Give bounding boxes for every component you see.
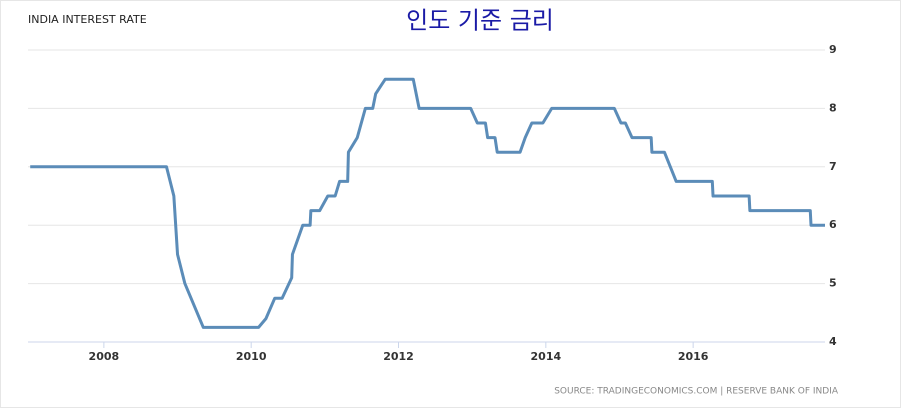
y-tick-label: 6 [829, 218, 837, 231]
x-tick-label: 2008 [89, 350, 120, 363]
y-tick-label: 4 [829, 335, 837, 348]
source: SOURCE: TRADINGECONOMICS.COM | RESERVE B… [554, 387, 839, 397]
x-tick-label: 2010 [236, 350, 267, 363]
chart-title: INDIA INTEREST RATE [28, 13, 147, 26]
y-tick-label: 8 [829, 101, 837, 114]
x-tick-label: 2016 [678, 350, 709, 363]
y-tick-label: 7 [829, 160, 837, 173]
x-tick-label: 2014 [531, 350, 562, 363]
x-tick-label: 2012 [383, 350, 414, 363]
annotation: 인도 기준 금리 [406, 7, 554, 35]
line [30, 77, 825, 329]
y-tick-label: 5 [829, 277, 837, 290]
y-tick-label: 9 [829, 43, 837, 56]
